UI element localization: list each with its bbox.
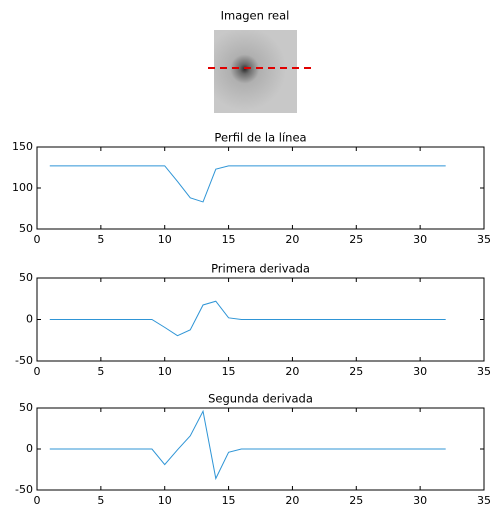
x-tick-label: 0 [34, 233, 41, 246]
x-tick-label: 20 [285, 494, 299, 507]
x-tick-label: 20 [285, 233, 299, 246]
x-tick-label: 10 [158, 233, 172, 246]
x-tick-label: 25 [349, 494, 363, 507]
y-tick-label: 0 [26, 313, 33, 326]
y-tick-label: 50 [19, 401, 33, 414]
x-tick-label: 10 [158, 365, 172, 378]
y-tick-label: 50 [19, 271, 33, 284]
x-tick-label: 25 [349, 233, 363, 246]
x-tick-label: 15 [222, 233, 236, 246]
y-tick-label: 150 [12, 140, 33, 153]
image [214, 30, 297, 113]
x-tick-label: 5 [97, 233, 104, 246]
x-tick-label: 35 [477, 365, 491, 378]
y-tick-label: 100 [12, 181, 33, 194]
x-tick-label: 5 [97, 494, 104, 507]
x-tick-label: 35 [477, 494, 491, 507]
y-tick-label: -50 [15, 354, 33, 367]
x-tick-label: 35 [477, 233, 491, 246]
chart-title: Perfil de la línea [214, 131, 306, 145]
image-title: Imagen real [221, 9, 290, 23]
x-tick-label: 20 [285, 365, 299, 378]
data-line [49, 300, 446, 337]
y-tick-label: -50 [15, 483, 33, 496]
x-tick-label: 10 [158, 494, 172, 507]
x-tick-label: 30 [413, 494, 427, 507]
chart-title: Segunda derivada [208, 392, 313, 406]
x-tick-label: 0 [34, 494, 41, 507]
x-tick-label: 25 [349, 365, 363, 378]
x-tick-label: 0 [34, 365, 41, 378]
axes-box [36, 146, 485, 230]
x-tick-label: 15 [222, 494, 236, 507]
chart-title: Primera derivada [211, 262, 310, 276]
y-tick-label: 50 [19, 222, 33, 235]
x-tick-label: 30 [413, 233, 427, 246]
data-line [49, 165, 446, 203]
x-tick-label: 30 [413, 365, 427, 378]
y-tick-label: 0 [26, 442, 33, 455]
data-line [49, 409, 446, 481]
x-tick-label: 5 [97, 365, 104, 378]
x-tick-label: 15 [222, 365, 236, 378]
